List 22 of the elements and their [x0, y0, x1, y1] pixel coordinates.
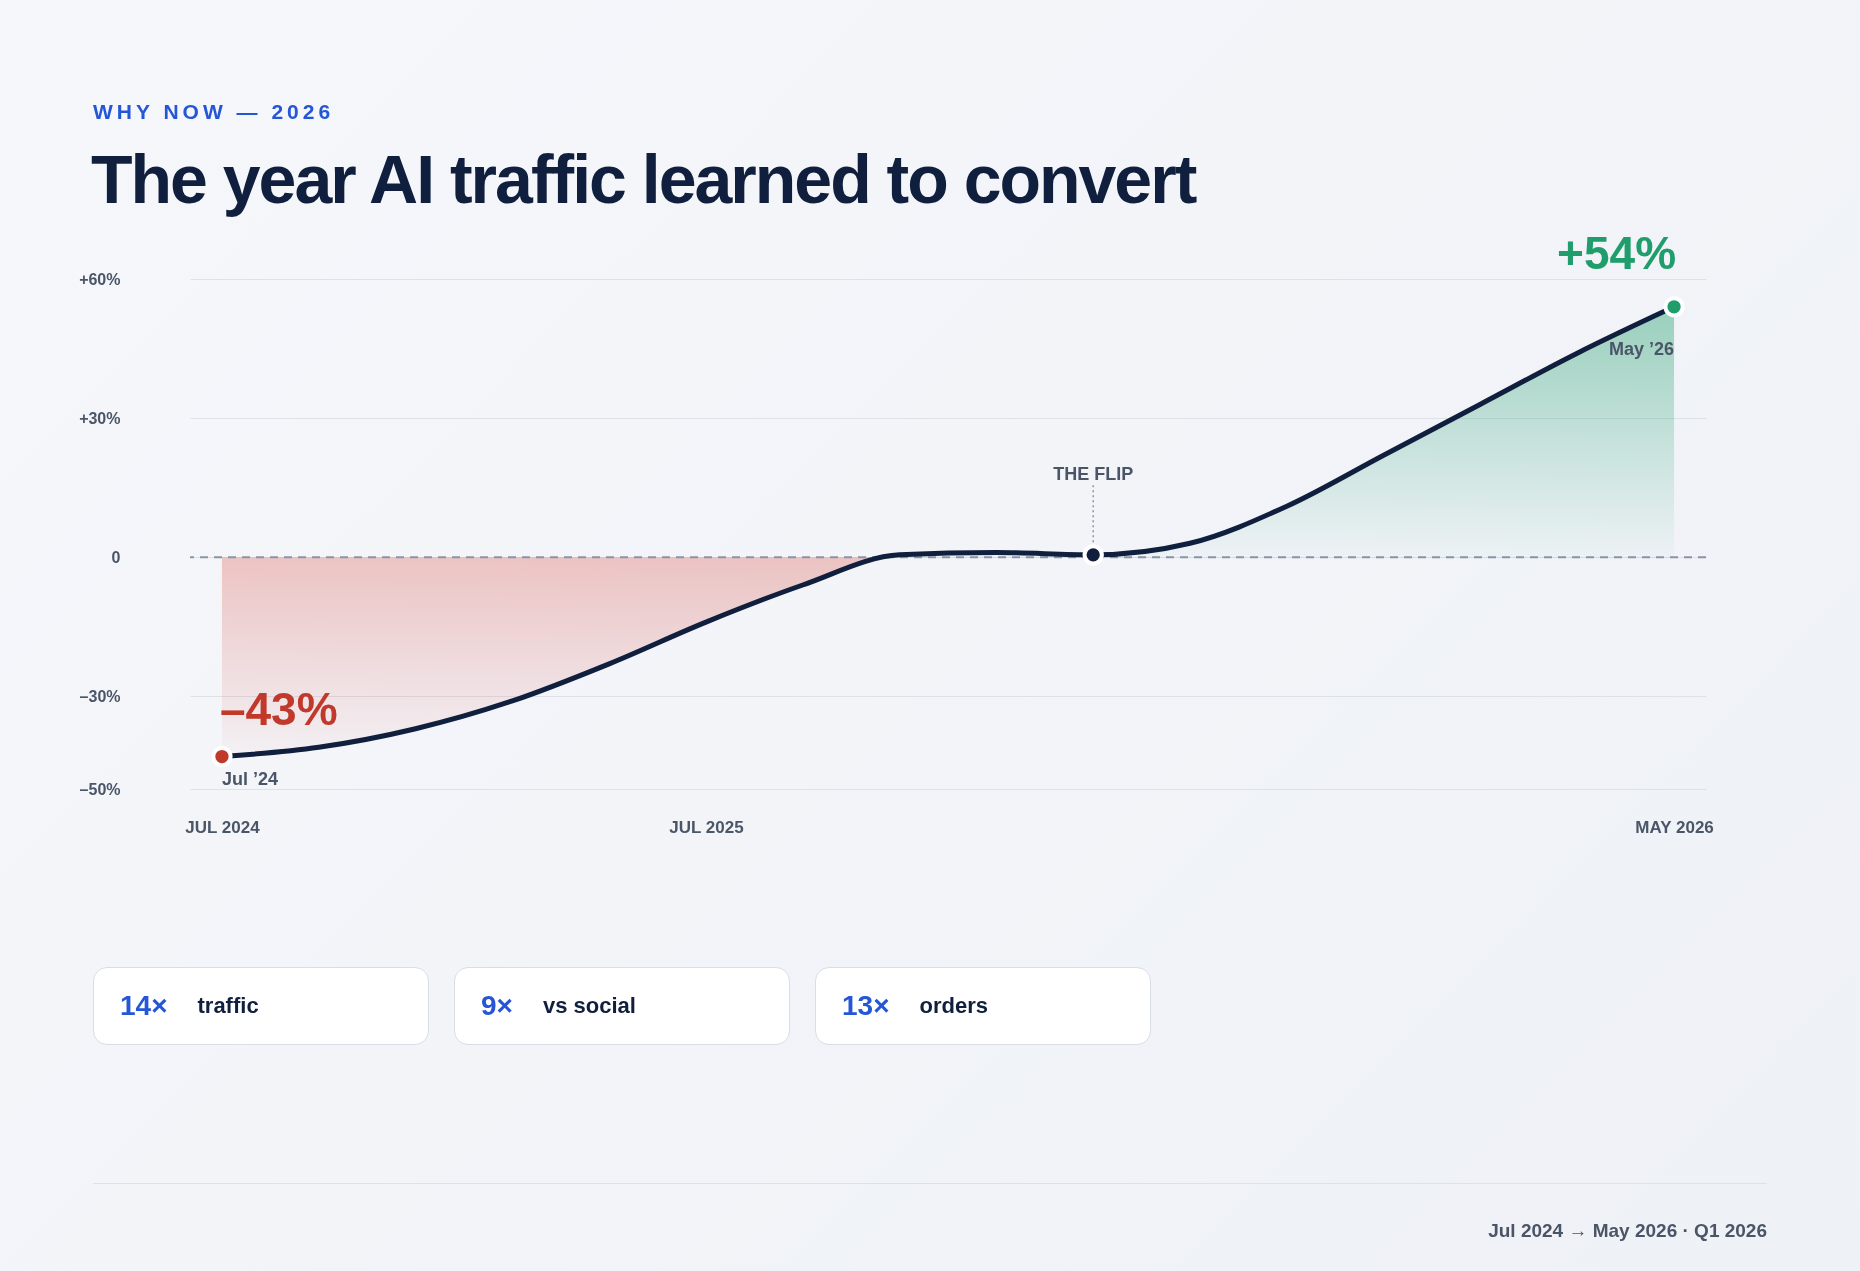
y-tick-label: –30% — [79, 687, 121, 705]
y-tick-label: 0 — [111, 548, 121, 566]
point — [1082, 544, 1104, 566]
x-tick-label: MAY 2026 — [1635, 817, 1714, 837]
point — [1663, 296, 1685, 318]
data-label: +54% — [1557, 226, 1677, 279]
chart-subtitle: WHY NOW — 2026 — [93, 100, 335, 124]
annotation: Jul ’24 — [221, 768, 278, 789]
x-tick-label: JUL 2024 — [185, 817, 261, 837]
annotation: THE FLIP — [1053, 464, 1134, 485]
y-tick-label: +60% — [79, 270, 121, 288]
text: 13× orders — [842, 990, 988, 1022]
text: Jul 2024 → May 2026 · Q1 2026 — [1488, 1220, 1767, 1242]
chart-title: The year AI traffic learned to convert — [91, 140, 1196, 218]
y-tick-label: –50% — [79, 780, 121, 798]
data-label: –43% — [219, 682, 338, 735]
annotation: May ’26 — [1609, 338, 1675, 359]
text: 9× vs social — [481, 990, 636, 1022]
y-tick-label: +30% — [79, 409, 121, 427]
x-tick-label: JUL 2025 — [669, 817, 744, 837]
point — [211, 745, 233, 768]
text: 14× traffic — [120, 990, 259, 1022]
